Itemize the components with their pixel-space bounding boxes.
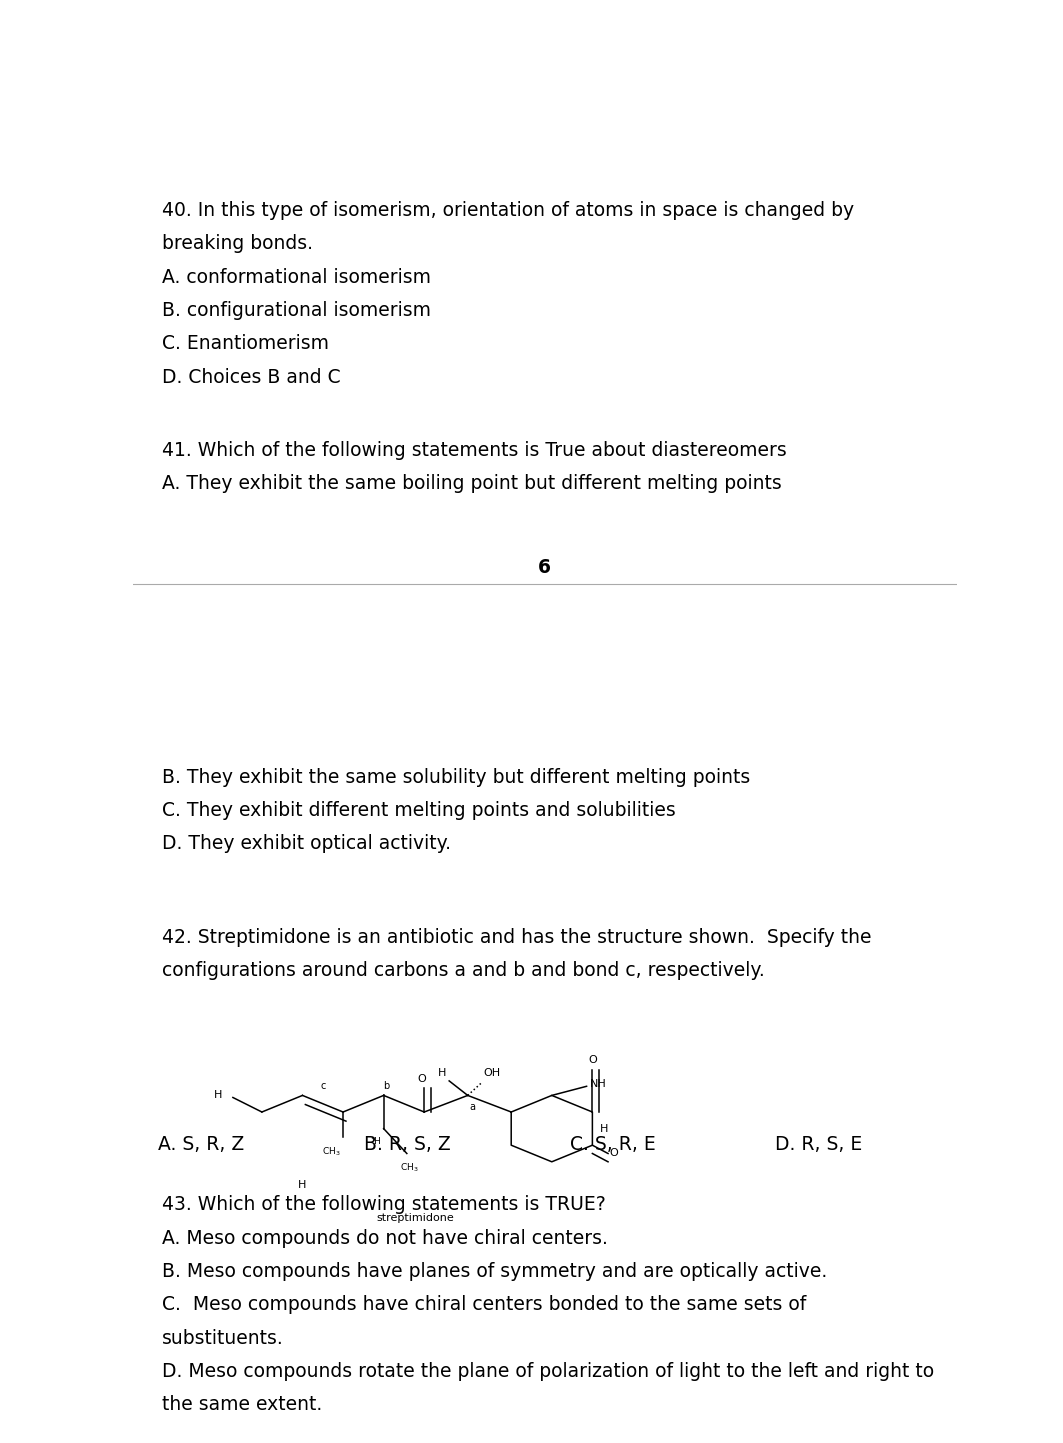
Text: C. They exhibit different melting points and solubilities: C. They exhibit different melting points… bbox=[162, 801, 675, 820]
Text: H: H bbox=[299, 1179, 306, 1189]
Text: c: c bbox=[320, 1081, 325, 1091]
Text: configurations around carbons a and b and bond c, respectively.: configurations around carbons a and b an… bbox=[162, 961, 764, 980]
Text: H: H bbox=[215, 1091, 222, 1101]
Text: A. S, R, Z: A. S, R, Z bbox=[157, 1136, 243, 1154]
Text: D. Choices B and C: D. Choices B and C bbox=[162, 368, 340, 387]
Text: A. Meso compounds do not have chiral centers.: A. Meso compounds do not have chiral cen… bbox=[162, 1229, 608, 1248]
Text: D. R, S, E: D. R, S, E bbox=[776, 1136, 863, 1154]
Text: CH$_3$: CH$_3$ bbox=[401, 1162, 419, 1175]
Text: B. configurational isomerism: B. configurational isomerism bbox=[162, 302, 431, 320]
Text: NH: NH bbox=[590, 1079, 606, 1089]
Text: O: O bbox=[417, 1074, 425, 1084]
Text: 43. Which of the following statements is TRUE?: 43. Which of the following statements is… bbox=[162, 1195, 606, 1215]
Text: A. They exhibit the same boiling point but different melting points: A. They exhibit the same boiling point b… bbox=[162, 475, 781, 494]
Text: O: O bbox=[610, 1149, 619, 1159]
Text: A. conformational isomerism: A. conformational isomerism bbox=[162, 267, 431, 287]
Text: B. R, S, Z: B. R, S, Z bbox=[364, 1136, 451, 1154]
Text: streptimidone: streptimidone bbox=[376, 1212, 454, 1222]
Text: C. S, R, E: C. S, R, E bbox=[570, 1136, 655, 1154]
Text: H: H bbox=[600, 1124, 608, 1134]
Text: B. Meso compounds have planes of symmetry and are optically active.: B. Meso compounds have planes of symmetr… bbox=[162, 1263, 827, 1281]
Text: OH: OH bbox=[484, 1068, 501, 1078]
Text: B. They exhibit the same solubility but different melting points: B. They exhibit the same solubility but … bbox=[162, 768, 750, 786]
Text: breaking bonds.: breaking bonds. bbox=[162, 234, 313, 254]
Text: a: a bbox=[470, 1102, 475, 1113]
Text: 6: 6 bbox=[538, 557, 552, 577]
Text: D. They exhibit optical activity.: D. They exhibit optical activity. bbox=[162, 834, 451, 853]
Text: substituents.: substituents. bbox=[162, 1329, 284, 1348]
Text: O: O bbox=[588, 1055, 596, 1065]
Text: CH$_3$: CH$_3$ bbox=[322, 1146, 341, 1157]
Text: b: b bbox=[384, 1081, 390, 1091]
Text: the same extent.: the same extent. bbox=[162, 1395, 322, 1414]
Text: "H: "H bbox=[370, 1137, 382, 1146]
Text: 42. Streptimidone is an antibiotic and has the structure shown.  Specify the: 42. Streptimidone is an antibiotic and h… bbox=[162, 928, 872, 947]
Text: C.  Meso compounds have chiral centers bonded to the same sets of: C. Meso compounds have chiral centers bo… bbox=[162, 1296, 806, 1315]
Text: H: H bbox=[438, 1068, 445, 1078]
Text: 40. In this type of isomerism, orientation of atoms in space is changed by: 40. In this type of isomerism, orientati… bbox=[162, 201, 854, 219]
Text: 41. Which of the following statements is True about diastereomers: 41. Which of the following statements is… bbox=[162, 442, 787, 460]
Text: D. Meso compounds rotate the plane of polarization of light to the left and righ: D. Meso compounds rotate the plane of po… bbox=[162, 1362, 933, 1381]
Text: C. Enantiomerism: C. Enantiomerism bbox=[162, 335, 328, 354]
